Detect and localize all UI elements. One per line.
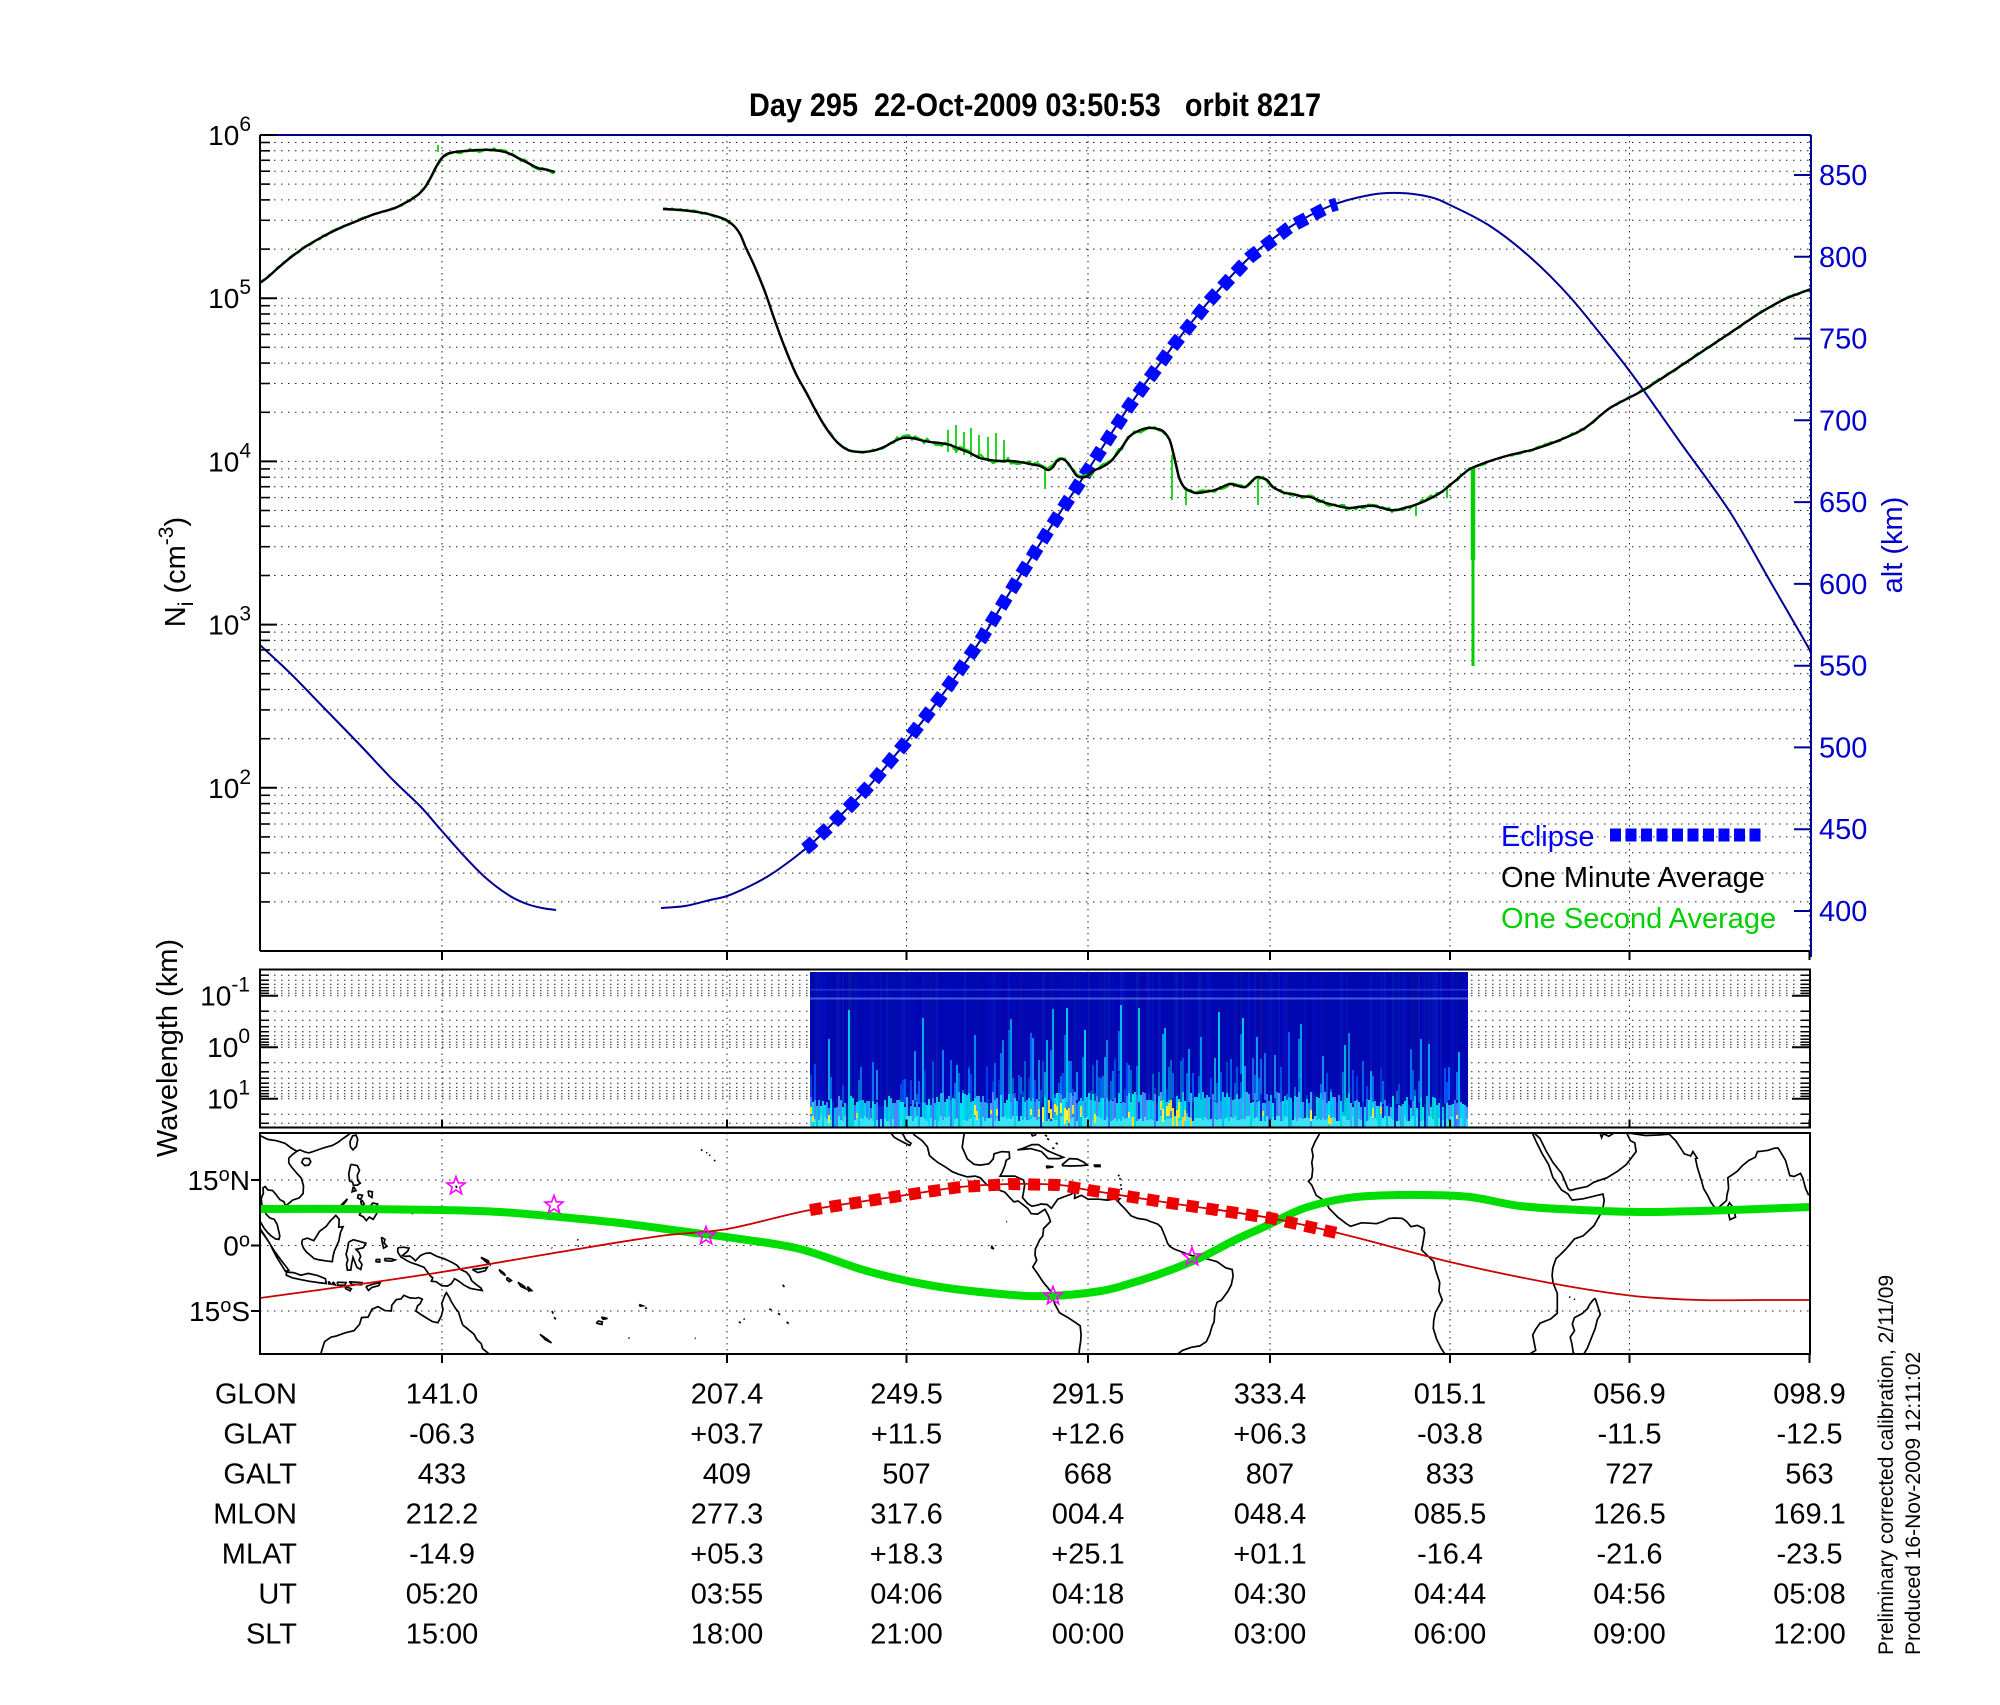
svg-text:10-1: 10-1 [200,974,250,1012]
svg-text:169.1: 169.1 [1773,1499,1846,1531]
svg-text:04:56: 04:56 [1593,1579,1666,1611]
svg-text:15oS: 15oS [189,1295,250,1327]
svg-text:450: 450 [1819,814,1867,846]
svg-text:433: 433 [418,1459,466,1491]
svg-text:+05.3: +05.3 [690,1539,763,1571]
svg-text:alt (km): alt (km) [1877,497,1909,594]
svg-text:18:00: 18:00 [691,1619,764,1651]
svg-text:Preliminary corrected calibrat: Preliminary corrected calibration, 2/11/… [1875,1275,1898,1655]
svg-text:Eclipse: Eclipse [1501,821,1595,853]
svg-text:+25.1: +25.1 [1051,1539,1124,1571]
svg-text:05:20: 05:20 [406,1579,479,1611]
svg-text:277.3: 277.3 [691,1499,764,1531]
svg-text:-14.9: -14.9 [409,1539,475,1571]
svg-text:409: 409 [703,1459,751,1491]
svg-text:048.4: 048.4 [1234,1499,1307,1531]
svg-text:807: 807 [1246,1459,1294,1491]
svg-text:09:00: 09:00 [1593,1619,1666,1651]
svg-text:+03.7: +03.7 [690,1419,763,1451]
svg-text:500: 500 [1819,732,1867,764]
svg-text:668: 668 [1064,1459,1112,1491]
svg-text:141.0: 141.0 [406,1379,479,1411]
svg-text:800: 800 [1819,242,1867,274]
svg-text:+11.5: +11.5 [871,1419,942,1451]
svg-text:21:00: 21:00 [870,1619,943,1651]
svg-text:03:55: 03:55 [691,1579,764,1611]
svg-text:04:44: 04:44 [1414,1579,1487,1611]
svg-text:291.5: 291.5 [1052,1379,1125,1411]
svg-text:03:00: 03:00 [1234,1619,1307,1651]
svg-text:207.4: 207.4 [691,1379,764,1411]
svg-text:317.6: 317.6 [870,1499,943,1531]
svg-text:-21.6: -21.6 [1596,1539,1662,1571]
svg-text:249.5: 249.5 [870,1379,943,1411]
svg-text:563: 563 [1785,1459,1833,1491]
svg-text:Day 295 22-Oct-2009 03:50:53: Day 295 22-Oct-2009 03:50:53 orbit 8217 [749,87,1321,123]
svg-text:-11.5: -11.5 [1598,1419,1662,1451]
svg-text:550: 550 [1819,651,1867,683]
svg-text:-23.5: -23.5 [1776,1539,1842,1571]
svg-text:One Minute Average: One Minute Average [1501,862,1765,894]
svg-text:400: 400 [1819,896,1867,928]
svg-text:600: 600 [1819,569,1867,601]
svg-text:MLON: MLON [213,1499,297,1531]
svg-text:650: 650 [1819,487,1867,519]
svg-text:05:08: 05:08 [1773,1579,1846,1611]
svg-text:04:30: 04:30 [1234,1579,1307,1611]
svg-text:MLAT: MLAT [222,1539,297,1571]
svg-text:750: 750 [1819,324,1867,356]
svg-text:GLAT: GLAT [223,1419,297,1451]
svg-text:-16.4: -16.4 [1417,1539,1483,1571]
svg-text:212.2: 212.2 [406,1499,479,1531]
svg-text:04:06: 04:06 [870,1579,943,1611]
svg-text:015.1: 015.1 [1414,1379,1487,1411]
svg-text:333.4: 333.4 [1234,1379,1307,1411]
svg-text:15:00: 15:00 [406,1619,479,1651]
svg-text:727: 727 [1605,1459,1653,1491]
svg-text:Wavelength (km): Wavelength (km) [152,939,184,1157]
svg-text:12:00: 12:00 [1773,1619,1846,1651]
svg-text:850: 850 [1819,160,1867,192]
svg-text:UT: UT [258,1579,297,1611]
svg-text:One Second Average: One Second Average [1501,903,1776,935]
svg-text:-06.3: -06.3 [409,1419,475,1451]
svg-text:+12.6: +12.6 [1051,1419,1124,1451]
svg-text:GLON: GLON [215,1379,297,1411]
svg-text:833: 833 [1426,1459,1474,1491]
svg-text:-03.8: -03.8 [1417,1419,1483,1451]
svg-text:085.5: 085.5 [1414,1499,1487,1531]
svg-text:06:00: 06:00 [1414,1619,1487,1651]
svg-text:00:00: 00:00 [1052,1619,1125,1651]
svg-text:056.9: 056.9 [1593,1379,1666,1411]
svg-text:700: 700 [1819,405,1867,437]
svg-text:+18.3: +18.3 [870,1539,943,1571]
svg-text:126.5: 126.5 [1593,1499,1666,1531]
svg-text:106: 106 [208,113,251,151]
svg-text:-12.5: -12.5 [1776,1419,1842,1451]
svg-text:+01.1: +01.1 [1233,1539,1306,1571]
svg-text:SLT: SLT [246,1619,297,1651]
svg-text:04:18: 04:18 [1052,1579,1125,1611]
svg-text:+06.3: +06.3 [1233,1419,1306,1451]
svg-text:Produced 16-Nov-2009 12:11:02: Produced 16-Nov-2009 12:11:02 [1902,1352,1925,1655]
svg-text:507: 507 [882,1459,930,1491]
svg-text:098.9: 098.9 [1773,1379,1846,1411]
svg-text:004.4: 004.4 [1052,1499,1125,1531]
svg-text:GALT: GALT [223,1459,297,1491]
